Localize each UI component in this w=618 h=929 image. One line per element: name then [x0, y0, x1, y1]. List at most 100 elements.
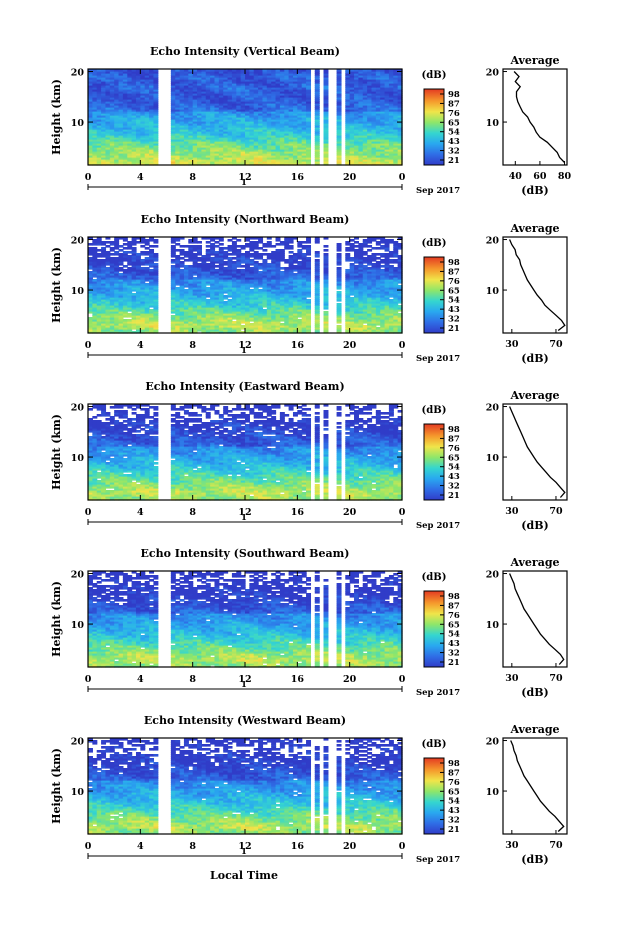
heatmap-cell [292, 299, 298, 302]
heatmap-cell [179, 117, 185, 120]
heatmap-cell [131, 159, 137, 162]
heatmap-cell [135, 91, 141, 94]
heatmap-cell [118, 109, 124, 112]
heatmap-cell [183, 93, 189, 96]
heatmap-cell [279, 103, 285, 106]
heatmap-cell [358, 311, 364, 314]
heatmap-cell [367, 103, 373, 106]
heatmap-cell [170, 279, 176, 282]
heatmap-cell [292, 315, 298, 318]
heatmap-cell [188, 127, 194, 130]
heatmap-cell [223, 115, 229, 118]
heatmap-cell [279, 147, 285, 150]
heatmap-cell [105, 293, 111, 296]
heatmap-cell [301, 153, 307, 156]
heatmap-cell [367, 317, 373, 320]
heatmap-cell [197, 121, 202, 124]
heatmap-cell [144, 77, 150, 80]
heatmap-cell [201, 139, 207, 142]
heatmap-cell [170, 89, 176, 92]
heatmap-cell [135, 101, 141, 104]
heatmap-cell [135, 117, 141, 120]
heatmap-cell [345, 143, 351, 146]
heatmap-cell [227, 323, 233, 326]
heatmap-cell [140, 141, 146, 144]
heatmap-cell [297, 109, 303, 112]
heatmap-cell [336, 163, 342, 166]
heatmap-cell [105, 161, 111, 164]
heatmap-cell [297, 121, 303, 124]
heatmap-cell [236, 105, 242, 108]
heatmap-cell [354, 77, 359, 80]
heatmap-cell [170, 315, 176, 318]
heatmap-cell [262, 315, 268, 318]
heatmap-cell [179, 151, 185, 154]
heatmap-cell [122, 307, 128, 310]
heatmap-cell [236, 135, 242, 138]
heatmap-cell [210, 123, 216, 126]
heatmap-cell [188, 291, 194, 294]
heatmap-cell [175, 303, 181, 306]
heatmap-cell [380, 137, 386, 140]
heatmap-cell [384, 113, 390, 116]
heatmap-cell [349, 275, 355, 278]
heatmap-cell [140, 127, 146, 130]
heatmap-cell [375, 305, 381, 308]
heatmap-cell [192, 311, 198, 314]
heatmap-cell [188, 69, 194, 72]
heatmap-cell [135, 307, 141, 310]
heatmap-cell [371, 83, 377, 86]
heatmap-cell [205, 135, 211, 138]
heatmap-cell [188, 163, 194, 166]
heatmap-cell [336, 99, 342, 102]
heatmap-cell [275, 317, 281, 320]
heatmap-cell [114, 79, 120, 82]
heatmap-cell [105, 109, 111, 112]
heatmap-cell [306, 305, 312, 308]
heatmap-cell [314, 101, 320, 104]
heatmap-cell [249, 131, 255, 134]
heatmap-cell [197, 71, 202, 74]
heatmap-cell [397, 83, 403, 86]
heatmap-cell [223, 89, 229, 92]
heatmap-cell [214, 329, 220, 332]
heatmap-cell [131, 83, 137, 86]
heatmap-cell [354, 283, 359, 286]
heatmap-cell [345, 119, 351, 122]
heatmap-cell [306, 281, 312, 284]
heatmap-cell [271, 121, 277, 124]
heatmap-cell [131, 285, 137, 288]
heatmap-cell [367, 91, 373, 94]
heatmap-cell [210, 121, 216, 124]
heatmap-cell [292, 69, 298, 72]
heatmap-cell [179, 77, 185, 80]
heatmap-cell [275, 157, 281, 160]
heatmap-cell [140, 163, 146, 166]
heatmap-cell [149, 285, 155, 288]
heatmap-cell [144, 299, 150, 302]
heatmap-cell [135, 277, 141, 280]
heatmap-cell [384, 155, 390, 158]
heatmap-cell [122, 115, 128, 118]
heatmap-cell [384, 295, 390, 298]
heatmap-cell [323, 301, 329, 304]
heatmap-cell [92, 161, 98, 164]
heatmap-cell [388, 161, 394, 164]
heatmap-cell [358, 331, 364, 334]
heatmap-cell [279, 93, 285, 96]
heatmap-cell [192, 83, 198, 86]
heatmap-cell [183, 115, 189, 118]
heatmap-cell [231, 77, 237, 80]
heatmap-cell [114, 131, 120, 134]
heatmap-cell [175, 113, 181, 116]
heatmap-cell [253, 119, 259, 122]
heatmap-cell [284, 313, 290, 316]
heatmap-cell [384, 153, 390, 156]
heatmap-cell [122, 315, 128, 318]
heatmap-cell [253, 277, 259, 280]
heatmap-cell [275, 103, 281, 106]
heatmap-cell [214, 73, 220, 76]
heatmap-cell [362, 127, 368, 130]
heatmap-cell [275, 277, 281, 280]
heatmap-cell [371, 85, 377, 88]
